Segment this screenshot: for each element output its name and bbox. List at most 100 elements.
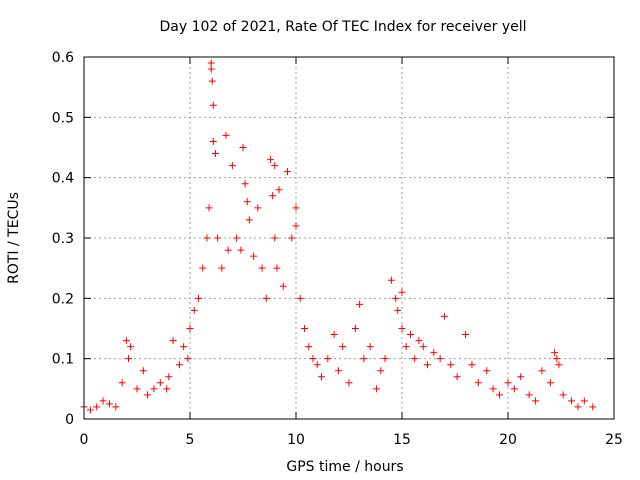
- data-point: [574, 403, 582, 411]
- data-point: [411, 355, 419, 363]
- data-point: [345, 379, 353, 387]
- data-point: [125, 355, 133, 363]
- data-point: [271, 162, 279, 170]
- data-point: [292, 204, 300, 212]
- data-point: [430, 349, 438, 357]
- data-point: [209, 101, 217, 109]
- data-point: [271, 234, 279, 242]
- data-point: [330, 331, 338, 339]
- data-point: [366, 343, 374, 351]
- data-point: [288, 234, 296, 242]
- data-point: [313, 361, 321, 369]
- x-tick-label: 25: [605, 432, 623, 448]
- data-point: [165, 373, 173, 381]
- data-point: [381, 355, 389, 363]
- data-point: [144, 391, 152, 399]
- y-axis-title: ROTI / TECUs: [6, 192, 22, 284]
- data-points: [80, 59, 597, 414]
- data-point: [250, 252, 258, 260]
- data-point: [262, 294, 270, 302]
- data-point: [99, 397, 107, 405]
- data-point: [551, 349, 559, 357]
- chart-title: Day 102 of 2021, Rate Of TEC Index for r…: [159, 19, 526, 35]
- data-point: [305, 343, 313, 351]
- data-point: [93, 403, 101, 411]
- axis-ticks: 0 0.1 0.2 0.3 0.4 0.5 0.6 0 5 10 15 20 25: [52, 50, 623, 448]
- data-point: [510, 385, 518, 393]
- data-point: [538, 367, 546, 375]
- data-point: [292, 222, 300, 230]
- data-point: [203, 234, 211, 242]
- data-point: [267, 156, 275, 164]
- data-point: [339, 343, 347, 351]
- grid-lines: [84, 57, 614, 419]
- x-axis-title: GPS time / hours: [286, 459, 403, 475]
- data-point: [580, 397, 588, 405]
- y-tick-label: 0.6: [52, 50, 74, 66]
- data-point: [224, 246, 232, 254]
- data-point: [118, 379, 126, 387]
- data-point: [387, 276, 395, 284]
- data-point: [241, 180, 249, 188]
- data-point: [398, 288, 406, 296]
- data-point: [214, 234, 222, 242]
- data-point: [296, 294, 304, 302]
- x-tick-label: 0: [80, 432, 89, 448]
- data-point: [275, 186, 283, 194]
- data-point: [237, 246, 245, 254]
- data-point: [373, 385, 381, 393]
- data-point: [218, 264, 226, 272]
- data-point: [489, 385, 497, 393]
- data-point: [474, 379, 482, 387]
- y-tick-label: 0.5: [52, 110, 74, 126]
- data-point: [133, 385, 141, 393]
- data-point: [186, 325, 194, 332]
- data-point: [436, 355, 444, 363]
- y-tick-label: 0.1: [52, 352, 74, 368]
- data-point: [360, 355, 368, 363]
- data-point: [169, 337, 177, 345]
- y-tick-label: 0: [65, 412, 74, 428]
- data-point: [351, 325, 359, 332]
- data-point: [228, 162, 236, 170]
- data-point: [279, 282, 287, 290]
- data-point: [243, 198, 251, 206]
- data-point: [300, 325, 308, 332]
- data-point: [254, 204, 262, 212]
- data-point: [462, 331, 470, 339]
- data-point: [555, 361, 563, 369]
- data-point: [139, 367, 147, 375]
- data-point: [568, 397, 576, 405]
- data-point: [589, 403, 597, 411]
- data-point: [532, 397, 540, 405]
- data-point: [284, 168, 292, 176]
- data-point: [175, 361, 183, 369]
- data-point: [205, 204, 213, 212]
- data-point: [496, 391, 504, 399]
- data-point: [105, 400, 113, 408]
- data-point: [356, 300, 364, 308]
- data-point: [112, 403, 120, 411]
- data-point: [233, 234, 241, 242]
- data-point: [309, 355, 317, 363]
- data-point: [239, 144, 247, 151]
- data-point: [156, 379, 164, 387]
- data-point: [258, 264, 266, 272]
- data-point: [207, 65, 215, 73]
- x-tick-label: 10: [287, 432, 305, 448]
- data-point: [517, 373, 525, 381]
- data-point: [324, 355, 332, 363]
- data-point: [394, 306, 402, 314]
- data-point: [199, 264, 207, 272]
- x-tick-label: 5: [186, 432, 195, 448]
- data-point: [184, 355, 192, 363]
- data-point: [334, 367, 342, 375]
- data-point: [406, 331, 414, 339]
- data-point: [211, 150, 219, 158]
- data-point: [525, 391, 533, 399]
- data-point: [392, 294, 400, 302]
- data-point: [483, 367, 491, 375]
- data-point: [209, 137, 217, 145]
- data-point: [419, 343, 427, 351]
